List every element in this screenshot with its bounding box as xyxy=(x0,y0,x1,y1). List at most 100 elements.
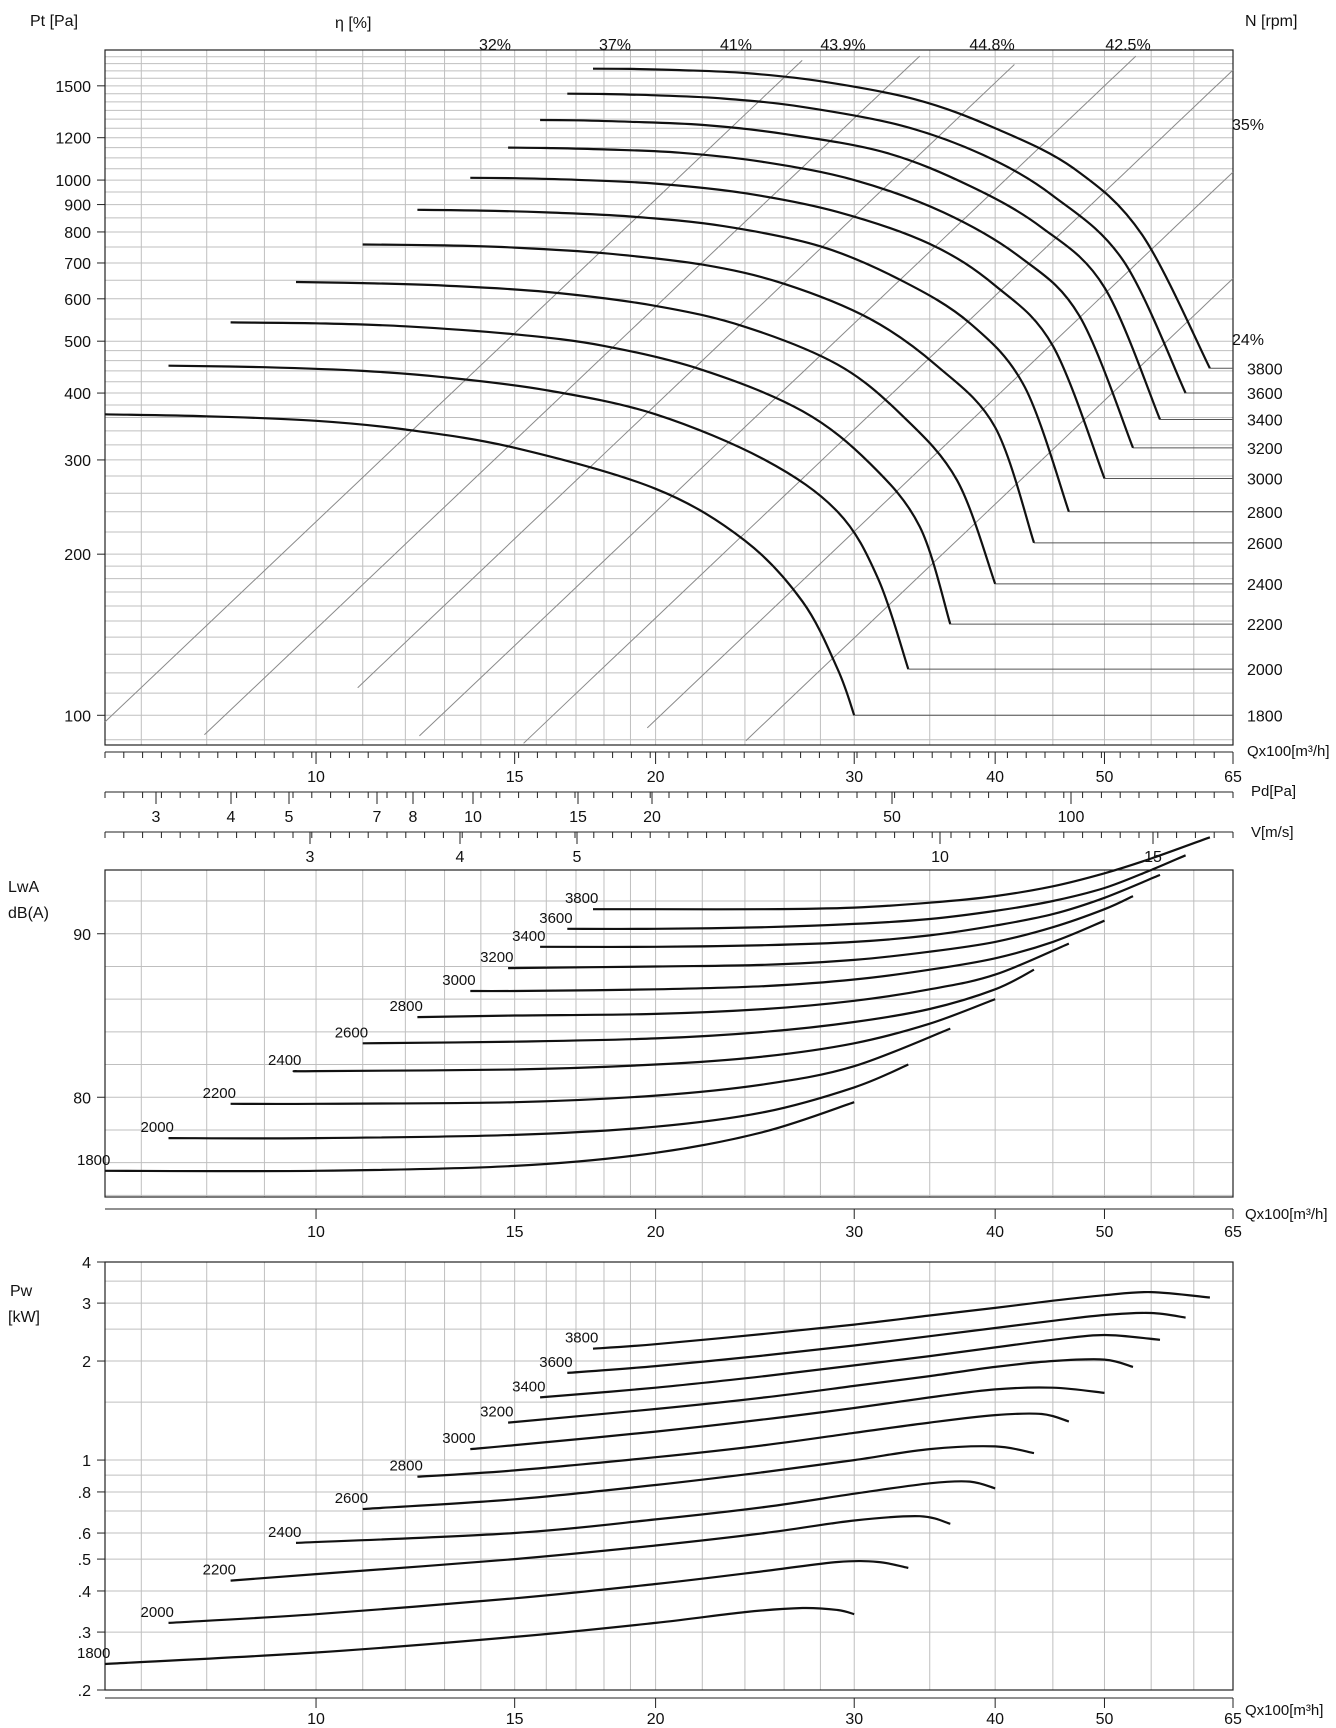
pressure-tick-label: 900 xyxy=(64,198,91,215)
sound-q-tick-label: 50 xyxy=(1096,1224,1114,1241)
sound-rpm-label: 2000 xyxy=(141,1119,174,1136)
pressure-tick-label: 1200 xyxy=(55,131,91,148)
efficiency-line xyxy=(646,171,1234,729)
power-tick-label: .6 xyxy=(78,1526,91,1543)
lwa-axis-label: LwA xyxy=(8,879,39,896)
sound-curve-2800 xyxy=(417,942,1070,1019)
sound-panel-frame xyxy=(104,869,1234,1198)
power-rpm-label: 1800 xyxy=(77,1645,110,1662)
pd-tick-label: 50 xyxy=(883,809,901,826)
pressure-tick-label: 1000 xyxy=(55,173,91,190)
sound-curve-2600 xyxy=(362,968,1035,1045)
pd-axis-label: Pd[Pa] xyxy=(1251,783,1296,800)
efficiency-label: 24% xyxy=(1232,332,1264,349)
pd-tick-label: 15 xyxy=(569,809,587,826)
sound-rpm-label: 1800 xyxy=(77,1152,110,1169)
power-tick-label: 4 xyxy=(82,1255,91,1272)
power-curve-2600 xyxy=(362,1445,1035,1511)
power-curve-3800 xyxy=(592,1290,1211,1350)
q-axis-label: Qx100[m³/h] xyxy=(1247,743,1330,760)
power-q-tick-label: 40 xyxy=(986,1711,1004,1728)
power-curve-2800 xyxy=(417,1412,1070,1478)
q-tick-label: 50 xyxy=(1096,769,1114,786)
sound-rpm-label: 3000 xyxy=(442,972,475,989)
efficiency-label: 41% xyxy=(720,37,752,54)
efficiency-line xyxy=(204,55,921,736)
rpm-label: 2800 xyxy=(1247,505,1283,522)
q-tick-label: 10 xyxy=(307,769,325,786)
rpm-label: 3200 xyxy=(1247,441,1283,458)
pressure-curve-3400 xyxy=(540,118,1162,420)
rpm-label: 3600 xyxy=(1247,386,1283,403)
pd-tick-label: 7 xyxy=(373,809,382,826)
power-rpm-label: 2800 xyxy=(389,1458,422,1475)
q-tick-label: 65 xyxy=(1224,769,1242,786)
pressure-curve-3600 xyxy=(567,92,1187,394)
q-tick-label: 40 xyxy=(986,769,1004,786)
efficiency-label: 32% xyxy=(479,37,511,54)
sound-rpm-label: 3600 xyxy=(539,910,572,927)
n-axis-label: N [rpm] xyxy=(1245,13,1297,30)
pressure-tick-label: 200 xyxy=(64,547,91,564)
sound-curve-3000 xyxy=(470,919,1105,993)
pd-tick-label: 10 xyxy=(464,809,482,826)
power-tick-label: .5 xyxy=(78,1552,91,1569)
efficiency-label: 42.5% xyxy=(1105,37,1150,54)
power-rpm-label: 3000 xyxy=(442,1430,475,1447)
power-rpm-label: 3200 xyxy=(480,1404,513,1421)
rpm-label: 2200 xyxy=(1247,617,1283,634)
power-tick-label: .3 xyxy=(78,1625,91,1642)
pd-tick-label: 100 xyxy=(1058,809,1085,826)
efficiency-label: 37% xyxy=(599,37,631,54)
power-q-tick-label: 20 xyxy=(647,1711,665,1728)
pressure-tick-label: 1500 xyxy=(55,79,91,96)
sound-tick-label: 90 xyxy=(73,927,91,944)
power-rpm-label: 3400 xyxy=(512,1378,545,1395)
efficiency-line xyxy=(523,69,1234,744)
pd-tick-label: 4 xyxy=(227,809,236,826)
efficiency-label: 43.9% xyxy=(820,37,865,54)
sound-curve-3600 xyxy=(567,854,1187,931)
power-curve-2200 xyxy=(230,1515,951,1582)
v-tick-label: 10 xyxy=(931,849,949,866)
sound-q-tick-label: 20 xyxy=(647,1224,665,1241)
pressure-curve-2800 xyxy=(417,208,1070,513)
power-q-tick-label: 10 xyxy=(307,1711,325,1728)
sound-q-tick-label: 15 xyxy=(506,1224,524,1241)
pressure-curve-2400 xyxy=(295,280,997,585)
power-rpm-label: 2400 xyxy=(268,1524,301,1541)
power-tick-label: 2 xyxy=(82,1354,91,1371)
sound-q-tick-label: 65 xyxy=(1224,1224,1242,1241)
sound-q-tick-label: 10 xyxy=(307,1224,325,1241)
q-tick-label: 30 xyxy=(845,769,863,786)
power-q-tick-label: 30 xyxy=(845,1711,863,1728)
rpm-label: 1800 xyxy=(1247,708,1283,725)
power-curve-3000 xyxy=(470,1386,1105,1451)
pressure-tick-label: 400 xyxy=(64,386,91,403)
power-curve-3200 xyxy=(507,1358,1134,1424)
sound-curve-3800 xyxy=(593,836,1211,911)
power-tick-label: .2 xyxy=(78,1683,91,1700)
pressure-curve-2200 xyxy=(230,321,952,625)
q-tick-label: 15 xyxy=(506,769,524,786)
sound-q-tick-label: 30 xyxy=(845,1224,863,1241)
efficiency-line xyxy=(745,278,1234,742)
power-tick-label: 1 xyxy=(82,1453,91,1470)
kw-axis-label: [kW] xyxy=(8,1309,40,1326)
sound-rpm-label: 2600 xyxy=(335,1024,368,1041)
power-q-tick-label: 15 xyxy=(506,1711,524,1728)
sound-tick-label: 80 xyxy=(73,1090,91,1107)
power-q-tick-label: 50 xyxy=(1096,1711,1114,1728)
efficiency-line xyxy=(104,60,803,723)
rpm-label: 2600 xyxy=(1247,536,1283,553)
eta-axis-label: η [%] xyxy=(335,15,371,32)
efficiency-line xyxy=(357,64,1015,689)
efficiency-label: 44.8% xyxy=(969,37,1014,54)
pressure-curve-3800 xyxy=(592,67,1211,369)
power-tick-label: .4 xyxy=(78,1584,91,1601)
sound-curve-2000 xyxy=(168,1063,909,1140)
sound-rpm-label: 2200 xyxy=(203,1085,236,1102)
power-curve-2000 xyxy=(168,1559,909,1624)
